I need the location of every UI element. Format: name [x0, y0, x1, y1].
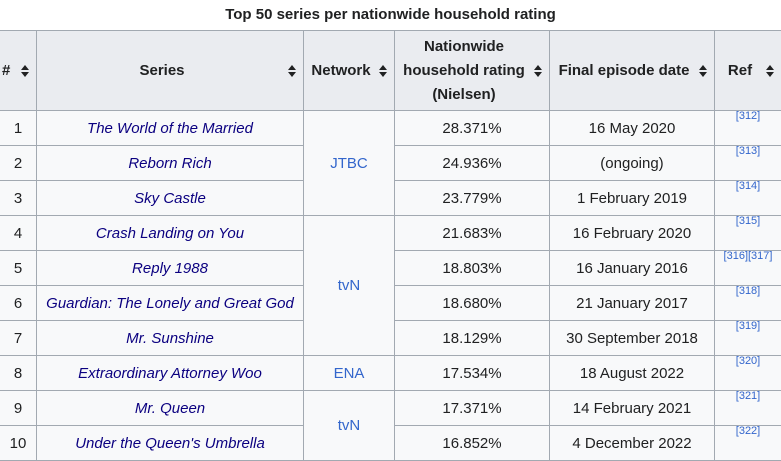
series-cell: Crash Landing on You — [37, 216, 304, 251]
final-episode-cell: 18 August 2022 — [550, 356, 715, 391]
rank-cell: 8 — [0, 356, 37, 391]
series-cell: Guardian: The Lonely and Great God — [37, 286, 304, 321]
ref-link[interactable]: [318] — [736, 285, 760, 297]
final-episode-cell: 21 January 2017 — [550, 286, 715, 321]
sort-icon[interactable] — [766, 65, 774, 77]
series-cell: Under the Queen's Umbrella — [37, 426, 304, 461]
ref-cell: [318] — [715, 286, 781, 321]
series-cell: Mr. Queen — [37, 391, 304, 426]
series-link[interactable]: Crash Landing on You — [96, 225, 244, 242]
ref-link[interactable]: [313] — [736, 145, 760, 157]
table-row: 8 Extraordinary Attorney Woo ENA 17.534%… — [0, 356, 781, 391]
col-header-network[interactable]: Network — [304, 31, 395, 111]
series-link[interactable]: Sky Castle — [134, 190, 206, 207]
rank-cell: 6 — [0, 286, 37, 321]
rating-cell: 21.683% — [395, 216, 550, 251]
ref-cell: [316][317] — [715, 251, 781, 286]
ref-cell: [312] — [715, 111, 781, 146]
series-link[interactable]: Reply 1988 — [132, 260, 208, 277]
series-link[interactable]: Mr. Queen — [135, 400, 205, 417]
col-header-rank[interactable]: # — [0, 31, 37, 111]
header-row: # Series Network Nationwide household ra… — [0, 31, 781, 111]
rank-cell: 2 — [0, 146, 37, 181]
final-episode-cell: 16 January 2016 — [550, 251, 715, 286]
final-episode-cell: 30 September 2018 — [550, 321, 715, 356]
series-cell: Extraordinary Attorney Woo — [37, 356, 304, 391]
rating-cell: 17.534% — [395, 356, 550, 391]
col-header-final-episode[interactable]: Final episode date — [550, 31, 715, 111]
table-row: 1 The World of the Married JTBC 28.371% … — [0, 111, 781, 146]
network-link[interactable]: ENA — [334, 365, 365, 382]
ref-cell: [315] — [715, 216, 781, 251]
ref-link[interactable]: [317] — [748, 250, 772, 262]
network-cell: ENA — [304, 356, 395, 391]
rating-cell: 17.371% — [395, 391, 550, 426]
table-caption: Top 50 series per nationwide household r… — [0, 0, 781, 30]
sort-icon[interactable] — [699, 65, 707, 77]
ref-cell: [314] — [715, 181, 781, 216]
rank-cell: 3 — [0, 181, 37, 216]
ref-cell: [322] — [715, 426, 781, 461]
network-cell: tvN — [304, 216, 395, 356]
sort-icon[interactable] — [288, 65, 296, 77]
series-cell: The World of the Married — [37, 111, 304, 146]
network-link[interactable]: tvN — [338, 417, 361, 434]
col-header-ref[interactable]: Ref — [715, 31, 781, 111]
final-episode-cell: 4 December 2022 — [550, 426, 715, 461]
series-cell: Sky Castle — [37, 181, 304, 216]
ref-link[interactable]: [315] — [736, 215, 760, 227]
table-row: 9 Mr. Queen tvN 17.371% 14 February 2021… — [0, 391, 781, 426]
series-link[interactable]: Guardian: The Lonely and Great God — [46, 295, 294, 312]
series-cell: Mr. Sunshine — [37, 321, 304, 356]
sort-icon[interactable] — [379, 65, 387, 77]
ref-cell: [313] — [715, 146, 781, 181]
rating-cell: 23.779% — [395, 181, 550, 216]
rank-cell: 1 — [0, 111, 37, 146]
rank-cell: 7 — [0, 321, 37, 356]
rating-cell: 18.803% — [395, 251, 550, 286]
series-link[interactable]: Under the Queen's Umbrella — [75, 435, 265, 452]
series-link[interactable]: Reborn Rich — [128, 155, 211, 172]
series-link[interactable]: Extraordinary Attorney Woo — [78, 365, 262, 382]
final-episode-cell: 14 February 2021 — [550, 391, 715, 426]
network-link[interactable]: tvN — [338, 277, 361, 294]
series-cell: Reply 1988 — [37, 251, 304, 286]
final-episode-cell: 16 February 2020 — [550, 216, 715, 251]
ref-link[interactable]: [321] — [736, 390, 760, 402]
ref-link[interactable]: [314] — [736, 180, 760, 192]
rating-cell: 18.129% — [395, 321, 550, 356]
rank-cell: 10 — [0, 426, 37, 461]
series-cell: Reborn Rich — [37, 146, 304, 181]
final-episode-cell: 16 May 2020 — [550, 111, 715, 146]
rating-cell: 16.852% — [395, 426, 550, 461]
rating-cell: 24.936% — [395, 146, 550, 181]
network-cell: JTBC — [304, 111, 395, 216]
ref-link[interactable]: [320] — [736, 355, 760, 367]
rank-cell: 4 — [0, 216, 37, 251]
col-header-series[interactable]: Series — [37, 31, 304, 111]
network-cell: tvN — [304, 391, 395, 461]
rating-cell: 28.371% — [395, 111, 550, 146]
ref-cell: [321] — [715, 391, 781, 426]
col-header-rating[interactable]: Nationwide household rating (Nielsen) — [395, 31, 550, 111]
ref-cell: [320] — [715, 356, 781, 391]
table-row: 4 Crash Landing on You tvN 21.683% 16 Fe… — [0, 216, 781, 251]
final-episode-cell: 1 February 2019 — [550, 181, 715, 216]
series-link[interactable]: Mr. Sunshine — [126, 330, 214, 347]
rank-cell: 9 — [0, 391, 37, 426]
network-link[interactable]: JTBC — [330, 155, 368, 172]
ref-cell: [319] — [715, 321, 781, 356]
sort-icon[interactable] — [21, 65, 29, 77]
sort-icon[interactable] — [534, 65, 542, 77]
ref-link[interactable]: [319] — [736, 320, 760, 332]
final-episode-cell: (ongoing) — [550, 146, 715, 181]
rank-cell: 5 — [0, 251, 37, 286]
ratings-table: # Series Network Nationwide household ra… — [0, 30, 781, 461]
ref-link[interactable]: [312] — [736, 110, 760, 122]
rating-cell: 18.680% — [395, 286, 550, 321]
ref-link[interactable]: [316] — [724, 250, 748, 262]
series-link[interactable]: The World of the Married — [87, 120, 253, 137]
